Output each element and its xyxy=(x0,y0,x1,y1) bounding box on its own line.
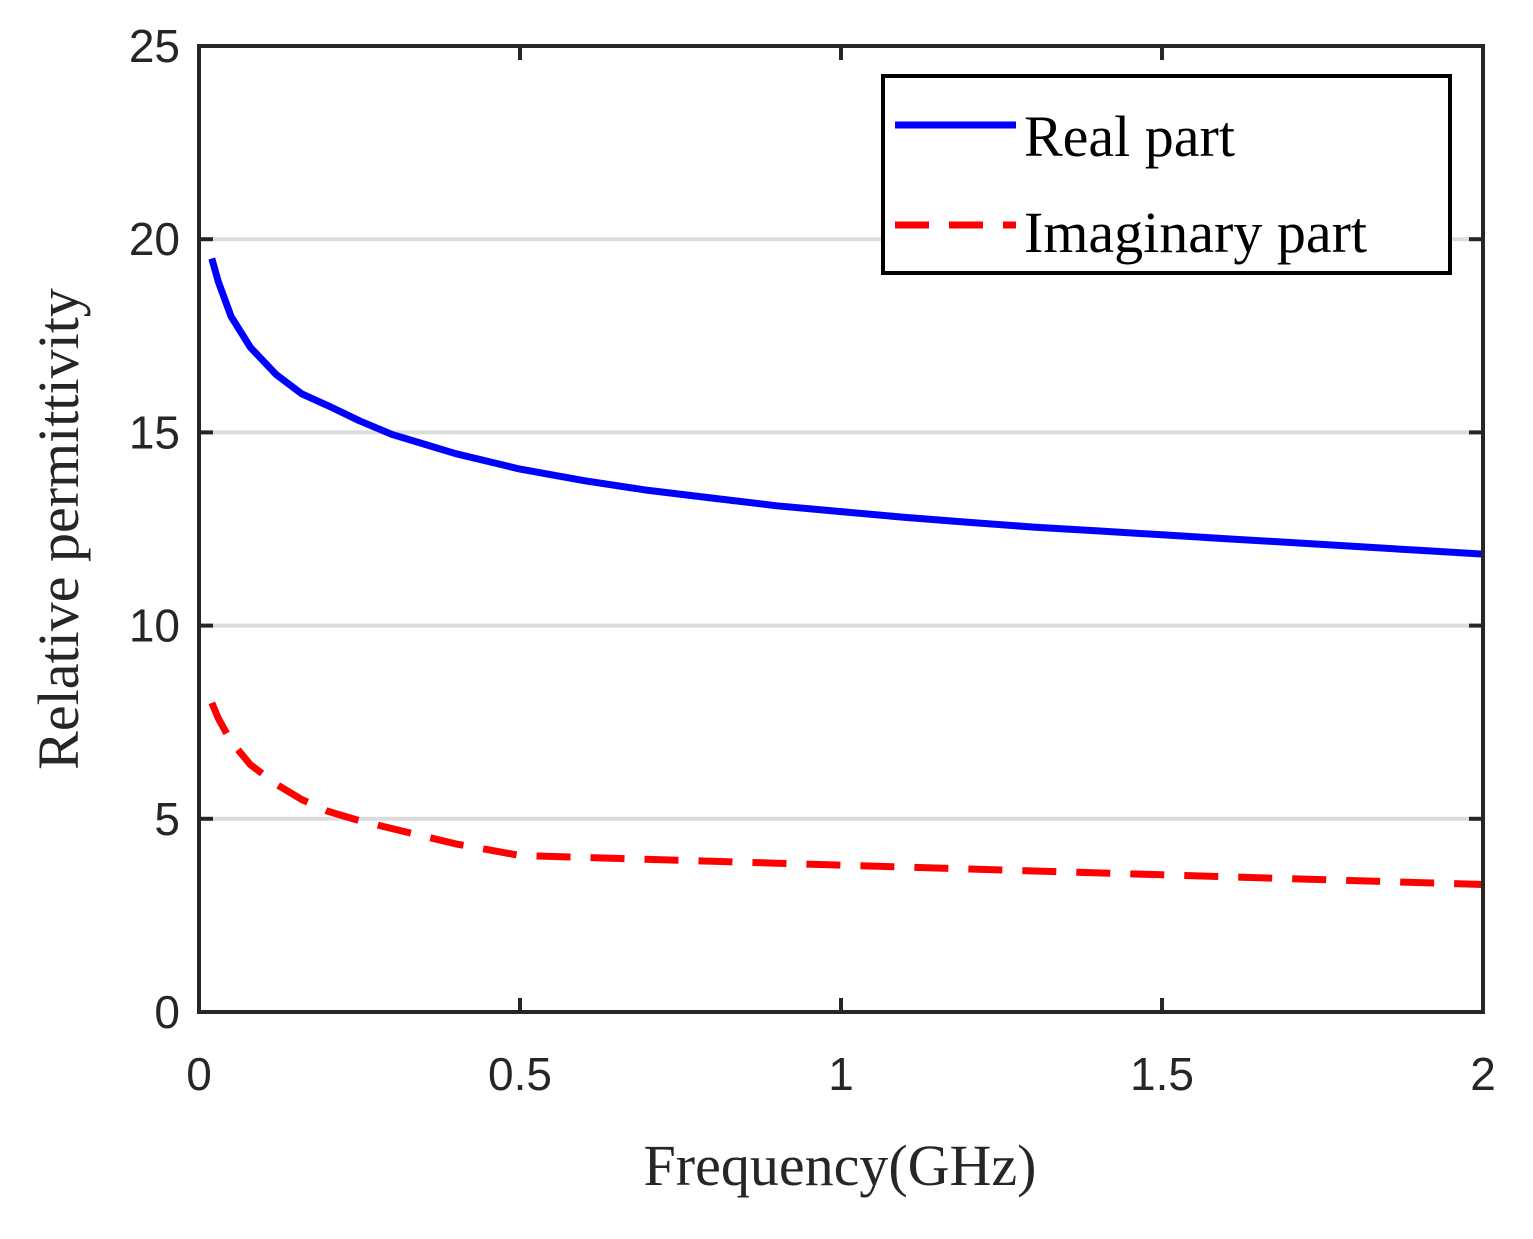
y-tick-label: 10 xyxy=(129,600,180,652)
x-tick-label: 0 xyxy=(186,1048,212,1100)
legend-label-real: Real part xyxy=(1024,104,1235,169)
y-tick-label: 25 xyxy=(129,20,180,72)
series-layer xyxy=(208,257,1484,888)
grid xyxy=(199,237,1483,821)
legend: Real part Imaginary part xyxy=(881,74,1452,275)
series-line-real xyxy=(208,257,1484,558)
x-tick-label: 2 xyxy=(1470,1048,1496,1100)
y-tick-label: 15 xyxy=(129,406,180,458)
y-axis-title: Relative permittivity xyxy=(26,288,91,770)
tick-labels: 0 5 10 15 20 25 0 0.5 1 1.5 2 xyxy=(129,20,1496,1100)
series-line-imaginary xyxy=(208,701,1484,888)
y-tick-label: 20 xyxy=(129,213,180,265)
y-tick-label: 0 xyxy=(154,986,180,1038)
x-tick-label: 1 xyxy=(828,1048,854,1100)
x-axis-title: Frequency(GHz) xyxy=(644,1133,1037,1198)
legend-box xyxy=(881,74,1452,275)
x-tick-label: 0.5 xyxy=(488,1048,552,1100)
x-tick-label: 1.5 xyxy=(1130,1048,1194,1100)
y-tick-label: 5 xyxy=(154,793,180,845)
ticks xyxy=(197,44,1485,1014)
legend-label-imaginary: Imaginary part xyxy=(1024,200,1367,265)
